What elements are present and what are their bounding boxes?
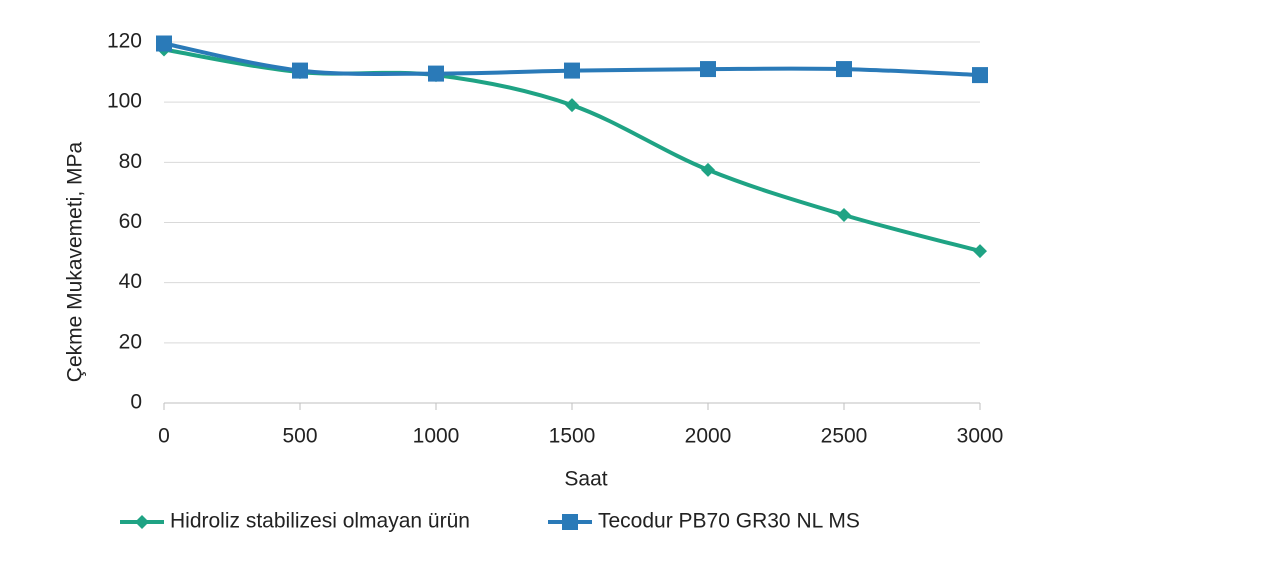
marker [837,207,851,222]
x-tick-label: 1500 [549,425,596,448]
marker [972,67,988,84]
x-tick-label: 1000 [413,425,460,448]
y-tick-label: 120 [107,30,142,53]
marker [700,61,716,78]
legend-label: Hidroliz stabilizesi olmayan ürün [170,510,470,533]
legend-marker [135,515,149,529]
marker [565,98,579,113]
marker [973,244,987,259]
y-axis-label: Çekme Mukavemeti, MPa [64,141,87,382]
marker [156,35,172,52]
y-tick-label: 60 [119,210,142,233]
series-line [163,47,981,254]
y-tick-label: 40 [119,270,142,293]
x-tick-label: 2500 [821,425,868,448]
marker [564,62,580,79]
y-tick-label: 0 [130,391,142,414]
marker [292,62,308,79]
marker [836,61,852,78]
legend-marker [562,514,578,530]
legend-label: Tecodur PB70 GR30 NL MS [598,510,860,533]
marker [428,65,444,82]
y-tick-label: 20 [119,330,142,353]
y-tick-label: 100 [107,90,142,113]
x-tick-label: 500 [282,425,317,448]
y-tick-label: 80 [119,150,142,173]
x-tick-label: 0 [158,425,170,448]
x-tick-label: 2000 [685,425,732,448]
x-tick-label: 3000 [957,425,1004,448]
marker [701,162,715,177]
x-axis-label: Saat [564,468,607,491]
